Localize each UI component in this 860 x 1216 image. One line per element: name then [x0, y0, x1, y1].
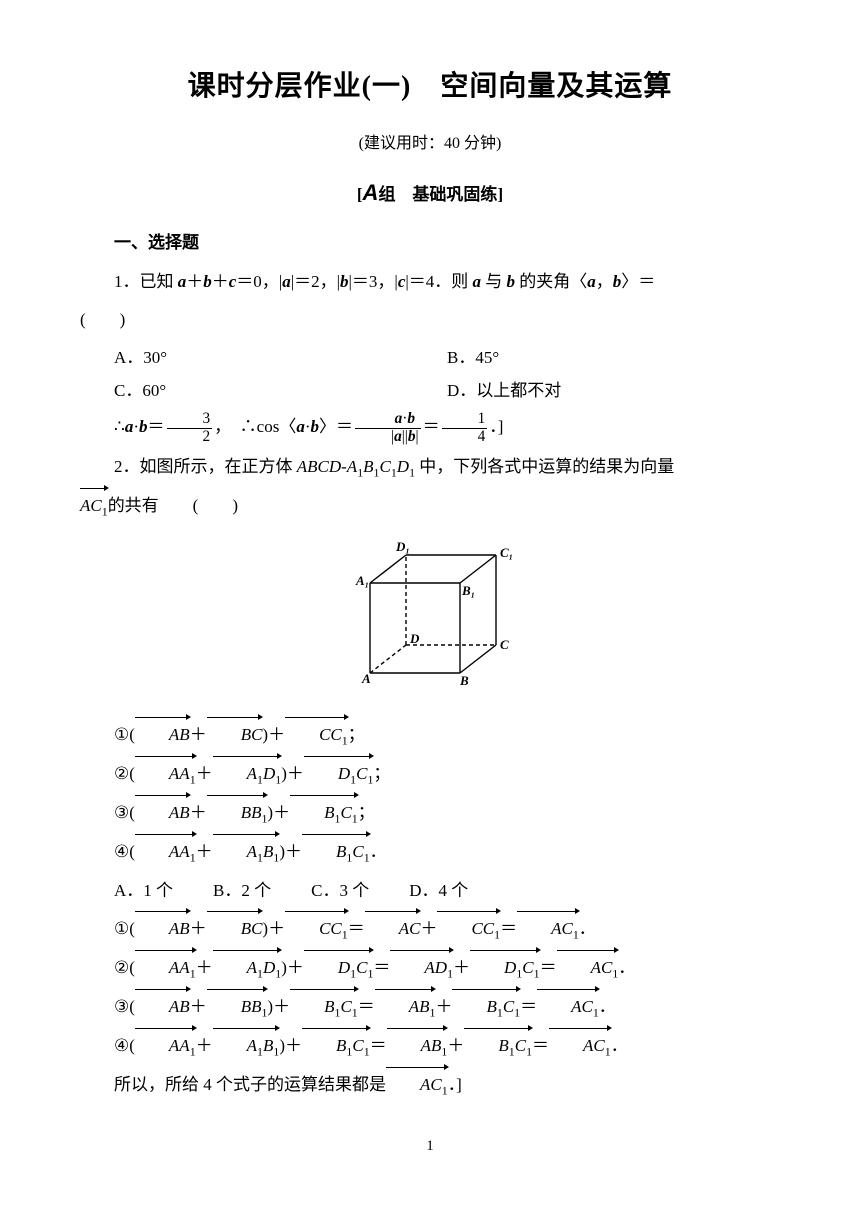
svg-text:A: A: [361, 671, 371, 686]
q1-paren: ( ): [80, 304, 780, 336]
q2-item2: ②(AA1＋A1D1)＋D1C1；: [80, 758, 780, 791]
q2-item3: ③(AB＋BB1)＋B1C1；: [80, 797, 780, 830]
cube-figure: A B C D A₁ B₁ C₁ D₁: [80, 533, 780, 704]
q2-item1: ①(AB＋BC)＋CC1；: [80, 719, 780, 752]
q1-opt-b: B．45°: [447, 342, 780, 374]
q1-stem: 1．已知 a＋b＋c＝0，|a|＝2，|b|＝3，|c|＝4．则 a 与 b 的…: [80, 266, 780, 298]
q2-item4: ④(AA1＋A1B1)＋B1C1．: [80, 836, 780, 869]
q2-opt-d: D．4 个: [409, 875, 468, 907]
group-header: [A组 基础巩固练]: [80, 172, 780, 214]
svg-text:B₁: B₁: [461, 583, 475, 598]
q1-opt-a: A．30°: [114, 342, 447, 374]
svg-text:D₁: D₁: [395, 539, 410, 554]
q2-sol3: ③(AB＋BB1)＋B1C1＝AB1＋B1C1＝AC1．: [80, 991, 780, 1024]
q2-stem-line2: AC1的共有 ( ): [80, 490, 780, 523]
q2-sol2: ②(AA1＋A1D1)＋D1C1＝AD1＋D1C1＝AC1．: [80, 952, 780, 985]
group-label: 组 基础巩固练: [378, 185, 497, 204]
q2-opt-b: B．2 个: [213, 875, 271, 907]
page-number: 1: [80, 1132, 780, 1161]
group-a-label: A: [363, 180, 379, 205]
q1-options: A．30° B．45° C．60° D．以上都不对: [114, 342, 780, 407]
section-1-heading: 一、选择题: [80, 227, 780, 259]
q2-sol1: ①(AB＋BC)＋CC1＝AC＋CC1＝AC1．: [80, 913, 780, 946]
svg-text:A₁: A₁: [355, 573, 369, 588]
q2-conclusion: 所以，所给 4 个式子的运算结果都是AC1．]: [80, 1069, 780, 1102]
q2-stem-line1: 2．如图所示，在正方体 ABCD-A1B1C1D1 中，下列各式中运算的结果为向…: [80, 451, 780, 484]
q1-opt-d: D．以上都不对: [447, 375, 780, 407]
q2-opt-a: A．1 个: [114, 875, 173, 907]
svg-text:B: B: [459, 673, 469, 688]
svg-text:D: D: [409, 631, 420, 646]
q2-options: A．1 个 B．2 个 C．3 个 D．4 个: [114, 875, 780, 907]
q1-opt-c: C．60°: [114, 375, 447, 407]
svg-text:C: C: [500, 637, 509, 652]
page-title: 课时分层作业(一) 空间向量及其运算: [80, 60, 780, 113]
svg-text:C₁: C₁: [500, 545, 513, 560]
q2-sol4: ④(AA1＋A1B1)＋B1C1＝AB1＋B1C1＝AC1．: [80, 1030, 780, 1063]
q2-opt-c: C．3 个: [311, 875, 369, 907]
suggested-time: (建议用时：40 分钟): [80, 129, 780, 159]
q1-solution: a·b＝32， ∴cos〈a·b〉＝a·b|a||b|＝14．]: [80, 411, 780, 446]
